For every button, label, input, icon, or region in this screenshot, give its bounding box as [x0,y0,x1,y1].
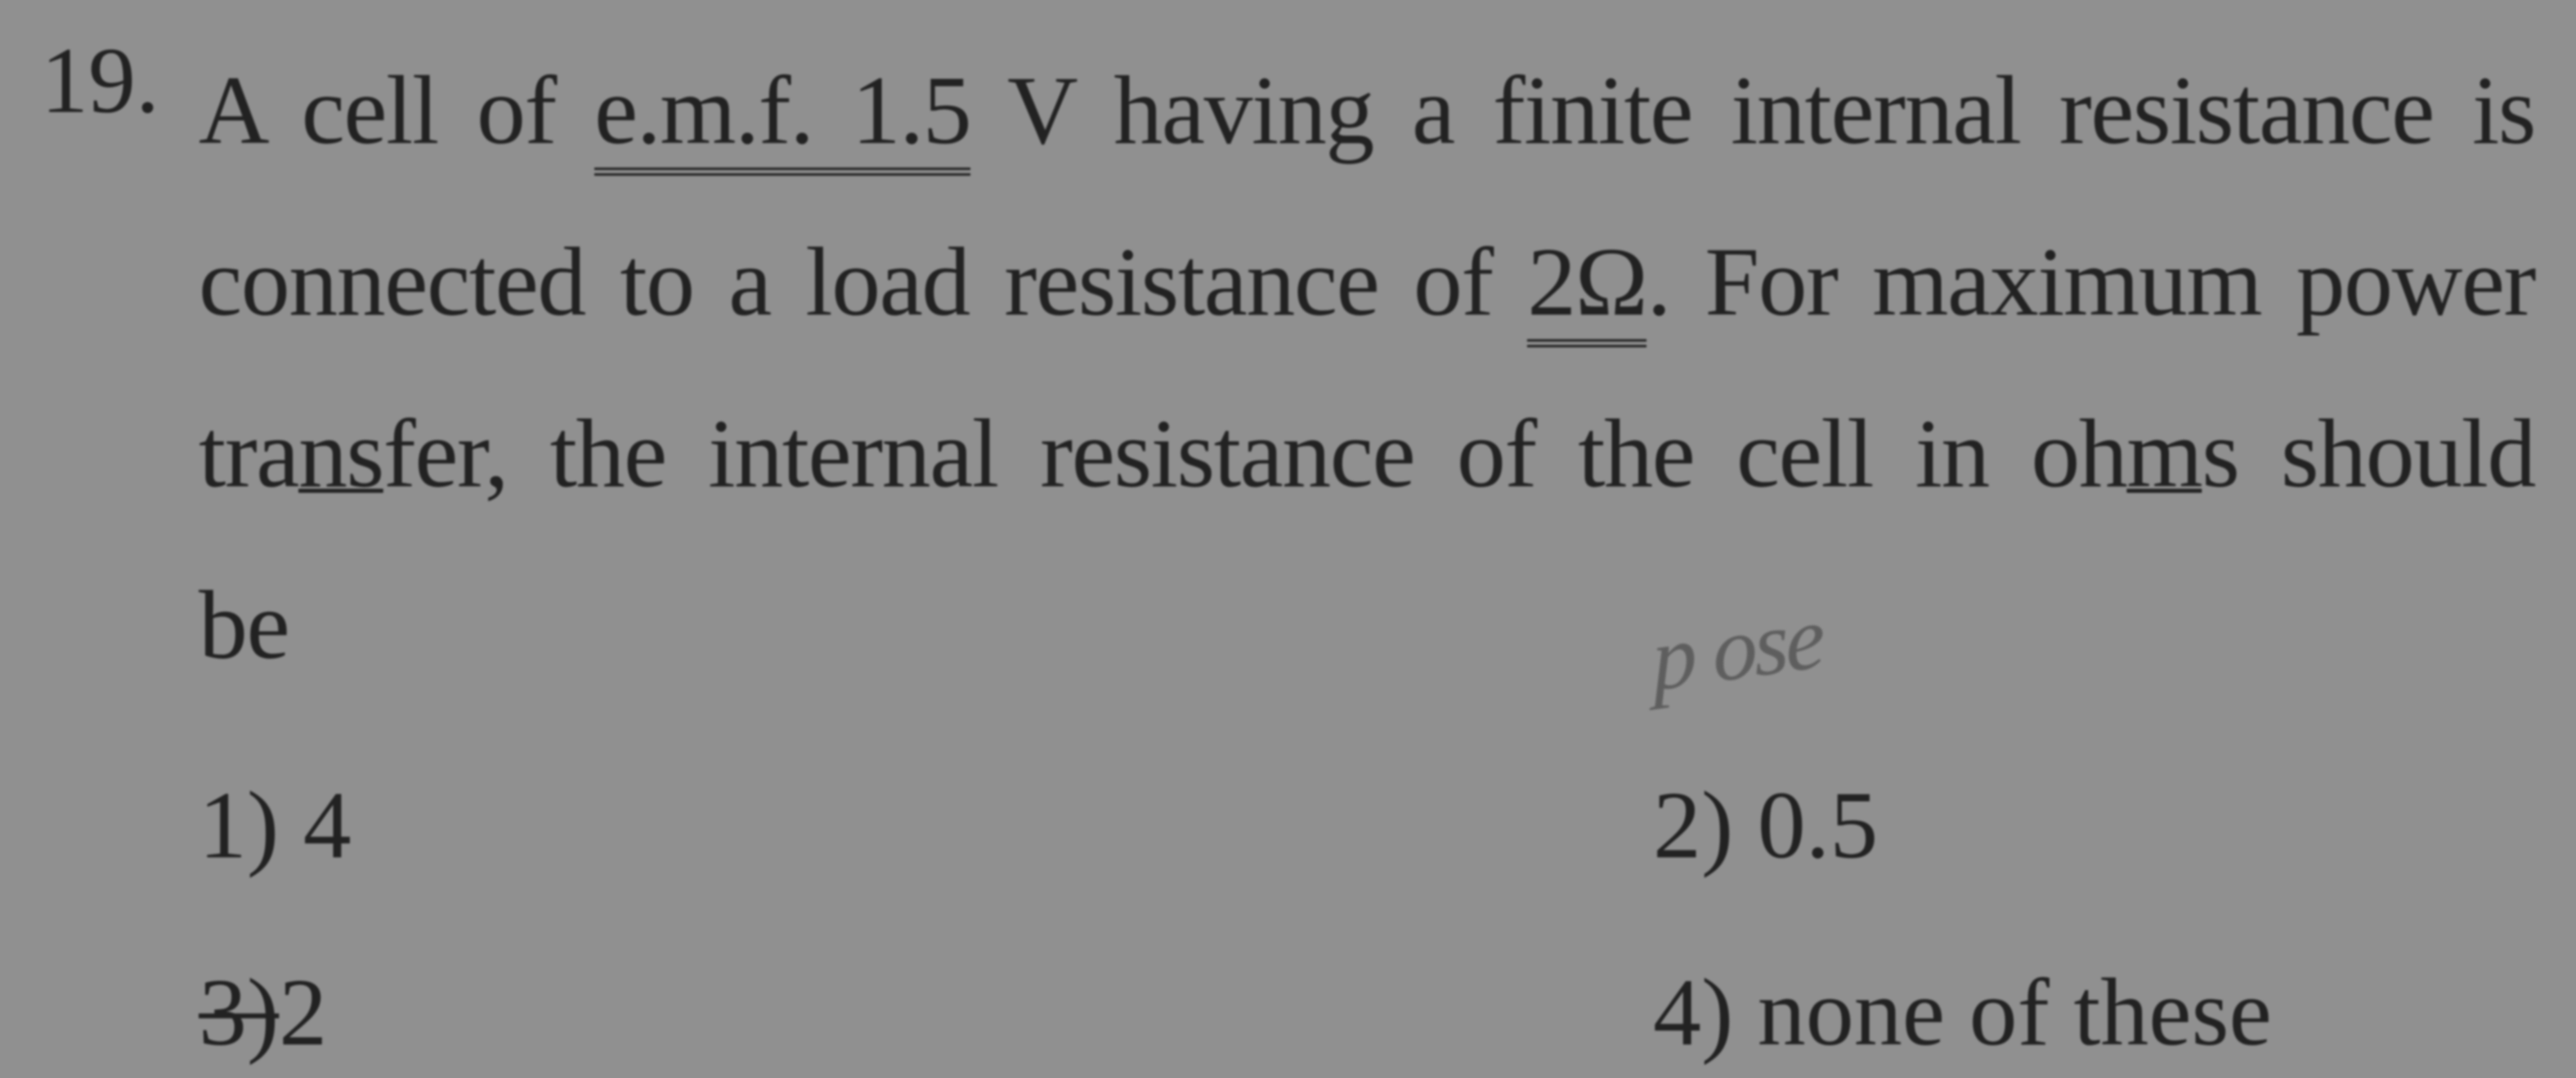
options-grid: 1) 4 2) 0.5 3)2 4) none of these [199,760,2535,1078]
option-4: 4) none of these [1653,947,2535,1077]
option-3: 3)2 [199,947,1081,1077]
option-3-marker: 3) [199,959,279,1066]
question-block: 19. A cell of e.m.f. 1.5 V having a fini… [41,25,2535,1078]
load-resistance: 2Ω [1527,227,1646,347]
emf-value: e.m.f. 1.5 [594,56,970,176]
stem-text: ns [298,399,383,508]
question-number: 19. [41,25,159,138]
question-body: A cell of e.m.f. 1.5 V having a finite i… [199,25,2535,1078]
option-3-value: 2 [279,959,327,1066]
stem-text: A cell of [199,56,556,164]
stem-text: m [2126,399,2202,508]
option-1: 1) 4 [199,760,1081,890]
question-stem: A cell of e.m.f. 1.5 V having a finite i… [199,25,2535,711]
stem-text: fer, the internal resistance of the cell… [383,399,2127,508]
option-2: 2) 0.5 [1653,760,2535,890]
